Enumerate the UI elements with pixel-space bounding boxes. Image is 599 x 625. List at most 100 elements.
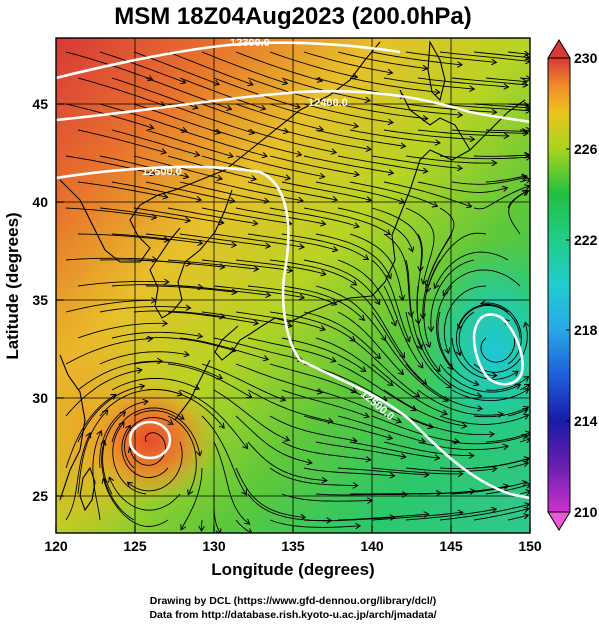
streamline: [485, 433, 530, 443]
streamline: [213, 441, 249, 523]
streamline: [371, 155, 461, 168]
streamline: [269, 363, 356, 392]
grid: [56, 38, 530, 533]
streamline: [417, 389, 502, 415]
streamline: [269, 51, 356, 77]
streamline: [65, 207, 156, 218]
streamline: [128, 441, 183, 492]
colorbar-tick-label: 222: [574, 232, 598, 248]
streamline: [133, 310, 224, 317]
streamline: [235, 519, 251, 533]
streamline: [315, 389, 400, 422]
streamline: [77, 181, 167, 197]
streamline: [281, 285, 364, 320]
streamline: [213, 77, 299, 107]
streamline: [213, 181, 302, 201]
streamline: [383, 441, 473, 456]
streamline: [473, 509, 528, 521]
streamline: [179, 233, 269, 246]
streamline: [337, 311, 403, 374]
streamline: [315, 129, 405, 146]
streamline: [111, 181, 200, 200]
streamline: [383, 337, 447, 401]
streamline: [349, 233, 403, 299]
streamline: [349, 285, 404, 357]
streamline: [405, 415, 493, 435]
contour-12500: [56, 165, 530, 500]
streamline: [371, 207, 422, 270]
streamline: [444, 269, 521, 295]
streamline: [459, 304, 521, 339]
streamline: [315, 233, 390, 278]
streamline: [201, 259, 291, 271]
streamline: [77, 361, 161, 391]
streamline: [349, 441, 439, 458]
streamline: [417, 129, 508, 136]
streamline: [303, 155, 392, 173]
streamline: [507, 515, 528, 521]
streamline: [337, 103, 427, 119]
streamline: [269, 155, 358, 175]
x-tick-label: 120: [44, 538, 68, 554]
streamline: [99, 155, 188, 177]
streamline: [485, 77, 526, 82]
streamline: [111, 233, 202, 243]
x-tick-label: 125: [123, 538, 147, 554]
streamline: [417, 77, 508, 87]
streamline: [383, 129, 474, 139]
streamline: [167, 363, 251, 397]
streamline: [485, 176, 526, 183]
y-axis-label: Latitude (degrees): [3, 212, 22, 359]
streamline: [485, 485, 530, 495]
streamline: [145, 337, 235, 351]
streamline: [179, 389, 247, 448]
colorbar-tick-label: 230: [574, 50, 598, 66]
y-tick-label: 25: [32, 488, 48, 504]
streamline: [77, 411, 107, 495]
streamline: [371, 259, 409, 341]
y-tick-label: 45: [32, 96, 48, 112]
streamline: [417, 337, 481, 396]
streamline: [269, 467, 357, 486]
streamline: [281, 493, 371, 501]
streamline: [130, 432, 166, 466]
streamline: [201, 207, 291, 224]
streamline: [451, 177, 526, 185]
streamline: [269, 259, 356, 284]
streamline: [167, 207, 257, 224]
x-tick-label: 140: [360, 538, 384, 554]
streamline: [213, 285, 303, 298]
streamline: [437, 311, 478, 384]
streamline: [431, 259, 475, 330]
streamline: [303, 311, 380, 358]
x-tick-label: 150: [518, 538, 542, 554]
chart-title: MSM 18Z04Aug2023 (200.0hPa): [114, 3, 471, 30]
streamline: [65, 434, 90, 521]
streamline: [235, 207, 325, 224]
streamline: [110, 478, 181, 511]
streamline: [99, 103, 186, 131]
streamline: [102, 441, 135, 521]
streamline: [247, 233, 337, 250]
streamline: [133, 361, 221, 378]
streamline: [112, 423, 147, 495]
streamline: [349, 181, 437, 206]
height-contours: [56, 41, 530, 500]
streamline: [201, 155, 289, 178]
streamline: [167, 51, 252, 84]
colorbar-min-arrow: [547, 511, 571, 531]
y-tick-label: 40: [32, 194, 48, 210]
colorbar-scale: [547, 57, 571, 513]
colorbar-tick-label: 214: [574, 413, 598, 429]
streamline: [451, 337, 517, 380]
streamline: [269, 415, 356, 441]
streamline: [451, 77, 527, 85]
streamline: [485, 130, 526, 131]
streamline: [123, 416, 172, 469]
streamline: [371, 415, 458, 442]
streamline: [77, 386, 143, 443]
x-tick-label: 145: [439, 538, 463, 554]
streamline: [507, 155, 528, 156]
streamline: [337, 467, 428, 475]
x-tick-label: 130: [202, 538, 226, 554]
